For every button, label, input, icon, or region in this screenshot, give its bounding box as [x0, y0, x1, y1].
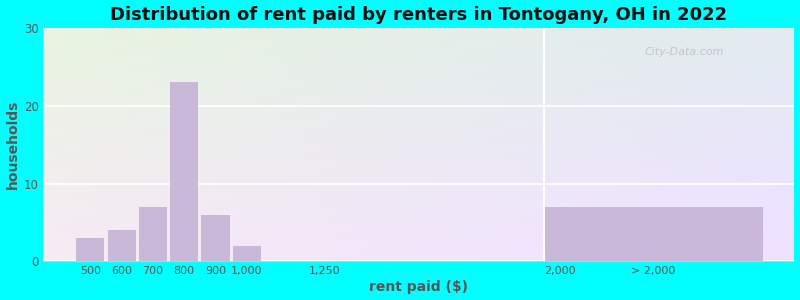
Bar: [139, 207, 167, 261]
X-axis label: rent paid ($): rent paid ($): [370, 280, 469, 294]
Bar: [170, 82, 198, 261]
Bar: [544, 207, 763, 261]
Bar: [202, 215, 230, 261]
Y-axis label: households: households: [6, 100, 19, 189]
Text: City-Data.com: City-Data.com: [644, 46, 724, 57]
Bar: [233, 246, 261, 261]
Bar: [108, 230, 136, 261]
Bar: [76, 238, 105, 261]
Title: Distribution of rent paid by renters in Tontogany, OH in 2022: Distribution of rent paid by renters in …: [110, 6, 727, 24]
